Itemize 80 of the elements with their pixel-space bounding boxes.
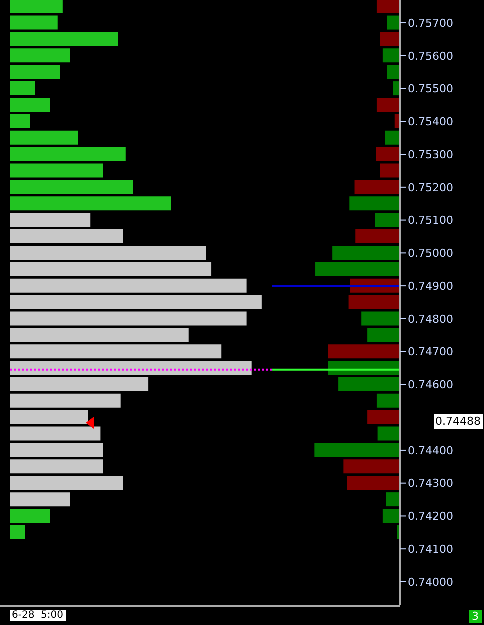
y-tick-label: 0.74800 (408, 312, 454, 326)
bar (385, 130, 400, 145)
bar (10, 32, 118, 46)
bar (10, 82, 36, 96)
y-tick-label: 0.75400 (408, 116, 454, 129)
bar (376, 147, 400, 162)
bar (10, 0, 63, 14)
bar (314, 443, 400, 458)
bar (10, 525, 26, 540)
bar (376, 0, 400, 14)
bar (10, 509, 50, 524)
bar (10, 230, 124, 244)
bar (10, 476, 124, 490)
bar (10, 377, 149, 392)
y-tick-label: 0.75200 (408, 181, 454, 194)
bar (10, 48, 70, 63)
bar (344, 460, 400, 474)
bar (10, 460, 104, 474)
bar (356, 230, 400, 244)
bar (350, 196, 400, 211)
bar (338, 377, 400, 392)
bar (10, 130, 78, 145)
bar (10, 246, 206, 260)
text: 0.74488 (432, 413, 484, 430)
bar (10, 344, 222, 359)
bar (354, 180, 400, 194)
bar (10, 196, 172, 211)
y-tick-label: 0.75100 (408, 214, 454, 228)
bar (328, 344, 400, 359)
bar (376, 394, 400, 408)
y-tick-label: 0.74200 (408, 510, 454, 524)
text: 6-28 5:00 (10, 610, 66, 621)
bar (10, 114, 30, 128)
bar (10, 213, 91, 228)
bar (378, 426, 400, 441)
bar (347, 476, 400, 490)
bar (10, 312, 247, 326)
y-tick-label: 0.74300 (408, 477, 454, 490)
bar (387, 16, 400, 30)
y-tick-label: 0.75700 (408, 16, 454, 30)
text: 3 (469, 610, 482, 623)
bar (380, 32, 400, 46)
bar (387, 65, 400, 80)
y-tick-label: 0.74100 (408, 543, 454, 556)
bar (10, 98, 50, 112)
bar (382, 509, 400, 524)
bar (10, 394, 121, 408)
bar (382, 48, 400, 63)
bar (362, 312, 400, 326)
bar (10, 262, 212, 276)
y-tick-label: 0.74900 (408, 280, 454, 293)
bar (10, 180, 134, 194)
bar (380, 164, 400, 178)
y-tick-label: 0.74000 (408, 576, 454, 589)
y-tick-label: 0.74700 (408, 346, 454, 359)
bar (10, 65, 60, 80)
bar (10, 16, 58, 30)
bar (10, 328, 189, 342)
bar (10, 164, 104, 178)
bar (332, 246, 400, 260)
bar (10, 361, 252, 376)
y-tick-label: 0.75000 (408, 247, 454, 260)
bar (316, 262, 400, 276)
y-tick-label: 0.75500 (408, 82, 454, 96)
bar (375, 213, 400, 228)
bar (10, 426, 101, 441)
bar (368, 410, 400, 424)
bar (348, 295, 400, 310)
bar (10, 295, 262, 310)
bar (386, 492, 400, 507)
y-tick-label: 0.75300 (408, 148, 454, 162)
y-tick-label: 0.74600 (408, 378, 454, 392)
bar (10, 147, 126, 162)
bar (10, 278, 247, 293)
bar (368, 328, 400, 342)
y-tick-label: 0.74400 (408, 444, 454, 458)
bar (376, 98, 400, 112)
bar (10, 443, 104, 458)
y-tick-label: 0.75600 (408, 50, 454, 63)
bar (10, 492, 70, 507)
